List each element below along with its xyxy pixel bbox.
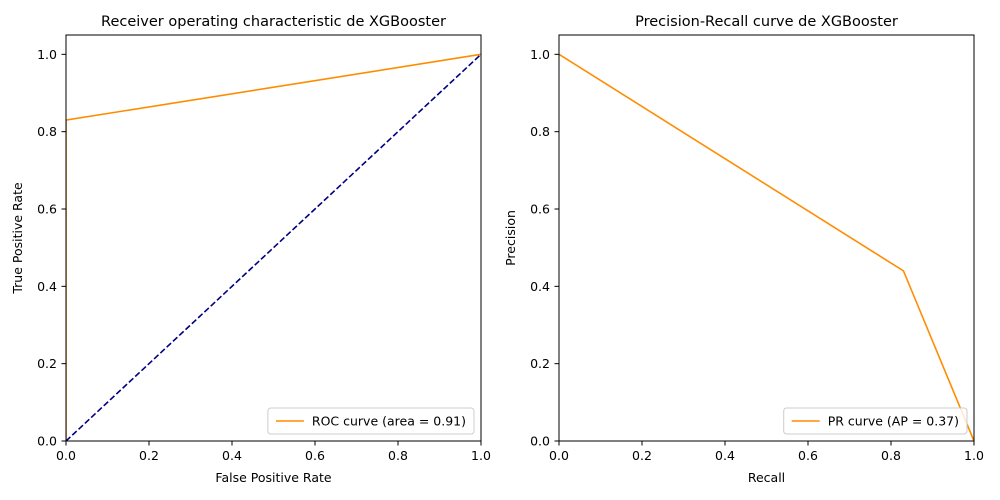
x-tick-label: 1.0: [471, 448, 491, 463]
y-tick-label: 0.6: [37, 202, 57, 217]
y-tick-label: 1.0: [530, 47, 550, 62]
legend-entry: PR curve (AP = 0.37): [828, 414, 959, 429]
legend-box: [267, 407, 475, 435]
x-tick-label: 1.0: [964, 448, 984, 463]
series-line-1: [66, 53, 481, 441]
plot-area: [559, 35, 974, 441]
x-axis-label: Recall: [748, 470, 785, 485]
x-tick-label: 0.2: [632, 448, 652, 463]
y-tick-label: 0.8: [530, 124, 550, 139]
y-tick-label: 0.2: [530, 356, 550, 371]
plot-area: [66, 35, 481, 441]
y-tick-label: 0.2: [37, 356, 57, 371]
chart-title: Precision-Recall curve de XGBooster: [635, 14, 898, 30]
x-tick-label: 0.4: [715, 448, 735, 463]
y-tick-label: 0.6: [530, 202, 550, 217]
legend-box: [783, 407, 968, 435]
y-tick-label: 0.0: [530, 434, 550, 449]
series-line-1: [559, 53, 974, 441]
y-tick-label: 0.4: [530, 279, 550, 294]
axes-frame: [65, 34, 482, 442]
legend: PR curve (AP = 0.37): [783, 407, 968, 435]
chart-title: Receiver operating characteristic de XGB…: [101, 14, 446, 30]
chart-panel-2: 0.0 0.2 0.4 0.6 0.8 1.0 0.0 0.2 0.4 0.6 0.8 1.0 Prec…: [503, 14, 984, 485]
series-group: [559, 53, 974, 441]
legend-entry: ROC curve (area = 0.91): [312, 414, 466, 429]
y-tick-label: 1.0: [37, 47, 57, 62]
y-axis-label: True Positive Rate: [10, 182, 25, 295]
axes-frame: [558, 34, 975, 442]
x-tick-label: 0.4: [222, 448, 242, 463]
y-axis-label: Precision: [503, 210, 518, 266]
y-tick-label: 0.8: [37, 124, 57, 139]
x-tick-label: 0.0: [549, 448, 569, 463]
x-tick-label: 0.8: [388, 448, 408, 463]
x-tick-label: 0.0: [56, 448, 76, 463]
x-tick-label: 0.2: [139, 448, 159, 463]
y-tick-label: 0.0: [37, 434, 57, 449]
x-tick-label: 0.6: [798, 448, 818, 463]
series-group: [66, 53, 481, 441]
x-tick-label: 0.8: [881, 448, 901, 463]
chart-panel-1: 0.0 0.2 0.4 0.6 0.8 1.0 0.0 0.2 0.4 0.6 0.8 1.0 Rece…: [10, 14, 491, 485]
x-axis-label: False Positive Rate: [215, 470, 331, 485]
x-tick-label: 0.6: [305, 448, 325, 463]
y-tick-label: 0.4: [37, 279, 57, 294]
legend: ROC curve (area = 0.91): [267, 407, 475, 435]
